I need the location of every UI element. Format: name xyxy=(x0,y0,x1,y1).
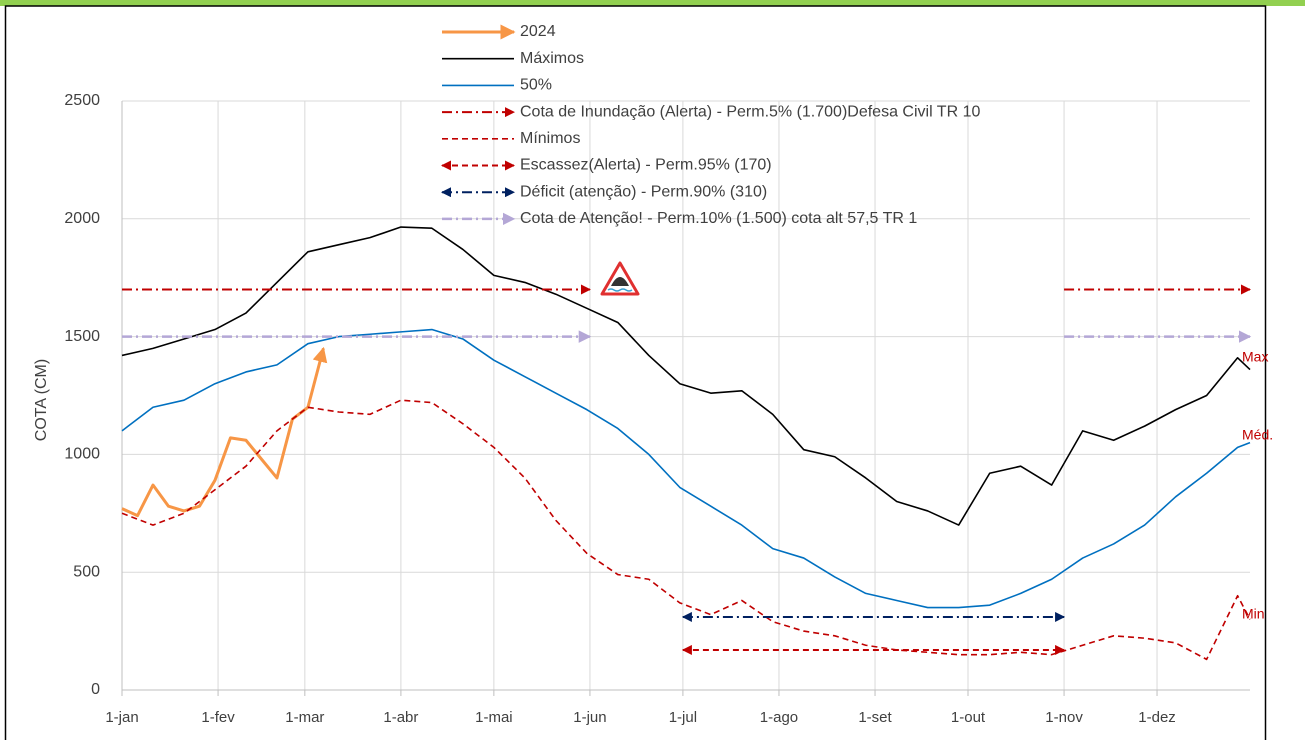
legend-label: Cota de Atenção! - Perm.10% (1.500) cota… xyxy=(520,210,917,227)
top-bar xyxy=(0,0,1305,6)
x-tick-label: 1-jun xyxy=(573,709,606,726)
x-tick-label: 1-mai xyxy=(475,709,513,726)
y-tick-label: 2500 xyxy=(64,92,100,109)
y-tick-label: 500 xyxy=(73,563,100,580)
x-tick-label: 1-dez xyxy=(1138,709,1176,726)
series-line xyxy=(121,346,328,518)
x-tick-label: 1-jul xyxy=(669,709,697,726)
legend-label: Escassez(Alerta) - Perm.95% (170) xyxy=(520,157,772,174)
legend-label: 2024 xyxy=(520,23,556,40)
annotation: Méd. xyxy=(1242,426,1273,442)
annotation: Min xyxy=(1242,605,1265,621)
x-tick-label: 1-ago xyxy=(760,709,798,726)
series-line xyxy=(121,226,1251,526)
x-tick-label: 1-set xyxy=(858,709,892,726)
series-line xyxy=(121,399,1251,661)
legend-label: Cota de Inundação (Alerta) - Perm.5% (1.… xyxy=(520,103,980,120)
series-line xyxy=(121,328,1251,609)
legend-label: 50% xyxy=(520,77,552,94)
x-tick-label: 1-abr xyxy=(383,709,418,726)
chart-border xyxy=(4,5,1267,745)
y-tick-label: 1500 xyxy=(64,328,100,345)
y-tick-label: 2000 xyxy=(64,210,100,227)
x-tick-label: 1-out xyxy=(951,709,986,726)
warning-icon xyxy=(600,261,640,296)
annotation: Max xyxy=(1242,349,1268,365)
y-tick-label: 1000 xyxy=(64,446,100,463)
y-tick-label: 0 xyxy=(91,681,100,698)
x-tick-label: 1-jan xyxy=(105,709,138,726)
y-axis-label: COTA (CM) xyxy=(33,359,50,441)
legend-label: Máximos xyxy=(520,50,584,67)
x-tick-label: 1-nov xyxy=(1045,709,1083,726)
legend-label: Déficit (atenção) - Perm.90% (310) xyxy=(520,183,767,200)
legend-label: Mínimos xyxy=(520,130,580,147)
x-tick-label: 1-mar xyxy=(285,709,324,726)
x-tick-label: 1-fev xyxy=(201,709,235,726)
